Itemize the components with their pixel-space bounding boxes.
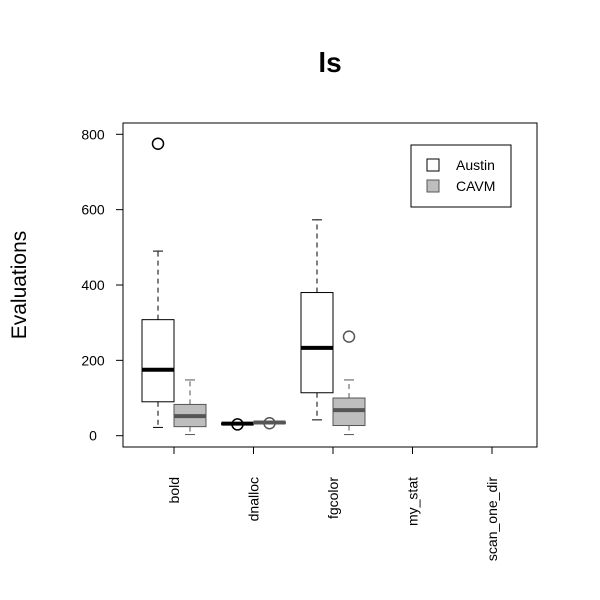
box-iqr (300, 292, 334, 394)
legend-box (410, 144, 512, 208)
x-tick-label-scan-one-dir: scan_one_dir (484, 477, 500, 561)
outlier-point (263, 417, 276, 430)
x-tick-label-bold: bold (166, 477, 182, 503)
x-tick-label-my-stat: my_stat (405, 477, 421, 526)
box-cavm-fgcolor (332, 330, 366, 436)
y-axis-label: Evaluations (8, 231, 31, 340)
y-tick-label: 0 (89, 428, 97, 444)
legend-label-austin: Austin (456, 157, 495, 173)
axes: 0 200 400 600 800 bold dnalloc fgcolor my_stat sc… (81, 122, 538, 561)
box-austin-fgcolor (300, 219, 334, 421)
chart-title: ls (318, 47, 341, 78)
box-cavm-bold (173, 379, 207, 436)
x-tick-label-dnalloc: dnalloc (246, 477, 262, 521)
y-tick-label: 200 (81, 352, 105, 368)
legend-swatch-cavm (426, 179, 440, 193)
legend-swatch-austin (426, 158, 440, 172)
box-cavm-dnalloc (253, 417, 286, 430)
y-tick-label: 400 (81, 277, 105, 293)
x-tick-label-fgcolor: fgcolor (325, 477, 341, 519)
box-layer (141, 137, 366, 436)
box-iqr (141, 319, 175, 403)
outlier-point (151, 137, 165, 150)
box-austin-dnalloc (221, 418, 254, 431)
y-tick-label: 600 (81, 202, 105, 218)
y-tick-label: 800 (81, 126, 105, 142)
outlier-point (231, 418, 244, 431)
legend: Austin CAVM (410, 144, 512, 208)
outlier-point (342, 330, 356, 343)
legend-label-cavm: CAVM (456, 178, 495, 194)
box-austin-bold (141, 137, 175, 428)
